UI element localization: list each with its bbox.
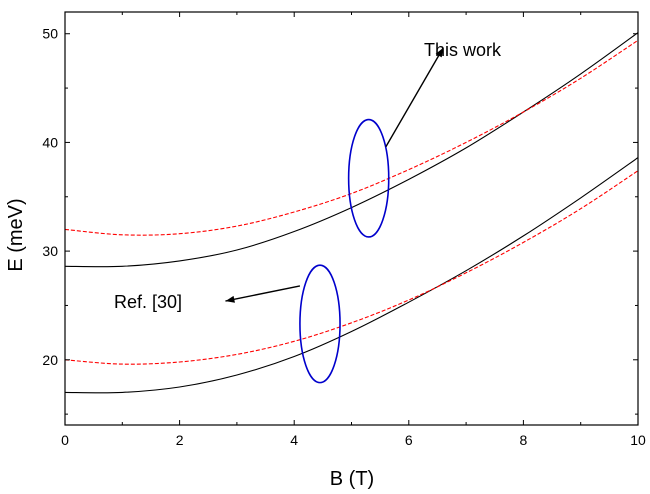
annotation-arrows bbox=[225, 47, 444, 303]
y-tick-label: 40 bbox=[42, 134, 58, 150]
y-tick-label: 30 bbox=[42, 243, 58, 259]
x-axis-title: B (T) bbox=[330, 468, 374, 490]
ref-curve-upper bbox=[64, 39, 639, 236]
arrowhead-ref bbox=[225, 295, 235, 303]
this-work-curve-upper bbox=[64, 32, 639, 268]
arrow-this-work bbox=[385, 47, 444, 148]
x-axis-ticks: 0 2 4 6 8 10 bbox=[61, 12, 646, 448]
this-work-curve-lower bbox=[64, 157, 639, 394]
curves-group bbox=[64, 32, 639, 394]
arrow-ref bbox=[225, 285, 301, 302]
arrowhead-this-work bbox=[435, 47, 444, 58]
y-axis-ticks: 20 30 40 50 bbox=[42, 26, 638, 415]
x-tick-label: 4 bbox=[290, 432, 298, 448]
y-tick-label: 50 bbox=[42, 26, 58, 42]
plot-frame bbox=[64, 11, 639, 426]
y-axis-title: E (meV) bbox=[5, 198, 27, 271]
x-tick-label: 10 bbox=[630, 432, 646, 448]
annotation-this-work: This work bbox=[424, 40, 502, 60]
ellipse-lower bbox=[299, 264, 341, 384]
annotation-ref: Ref. [30] bbox=[114, 292, 182, 312]
y-tick-label: 20 bbox=[42, 352, 58, 368]
ref-curve-lower bbox=[64, 170, 639, 365]
x-tick-label: 0 bbox=[61, 432, 69, 448]
x-tick-label: 6 bbox=[405, 432, 413, 448]
annotation-ellipses bbox=[299, 118, 390, 384]
ellipse-upper bbox=[347, 118, 390, 238]
x-tick-label: 2 bbox=[176, 432, 184, 448]
x-tick-label: 8 bbox=[520, 432, 528, 448]
